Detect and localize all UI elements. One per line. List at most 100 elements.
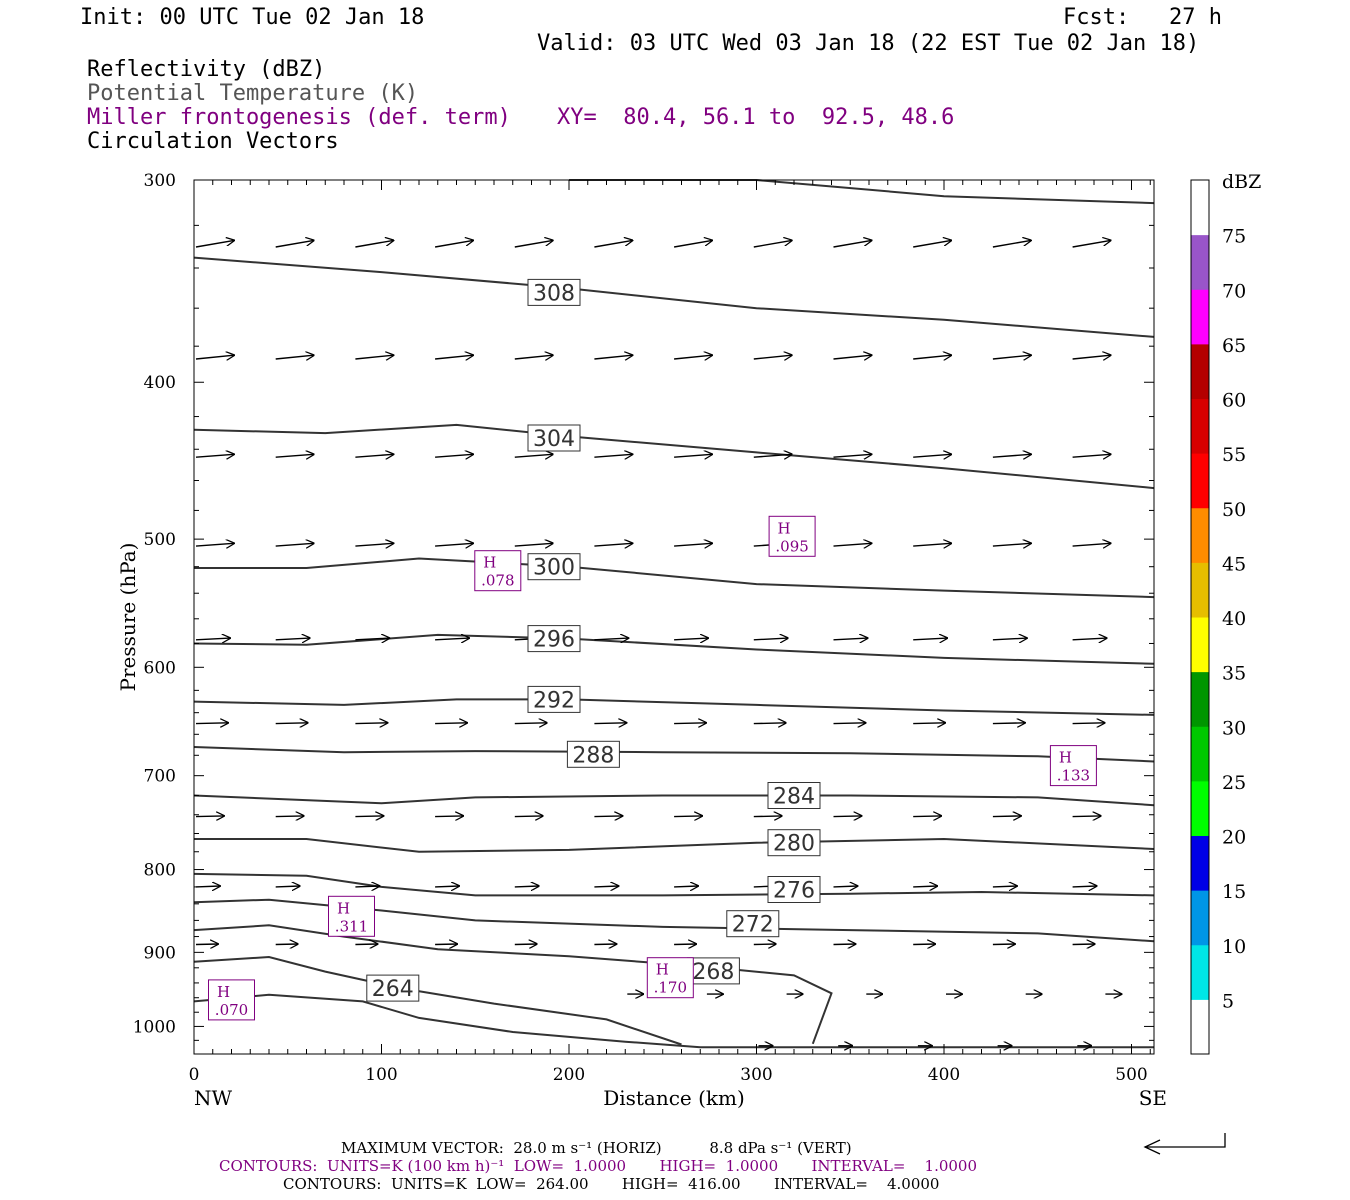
contour-label-box	[767, 829, 821, 857]
circulation-vector	[913, 240, 951, 248]
y-axis-label: Pressure (hPa)	[116, 543, 140, 692]
contour-label-box	[686, 957, 740, 985]
colorbar-level-label: 75	[1222, 226, 1246, 248]
circulation-vector	[913, 355, 951, 359]
colorbar-level-label: 60	[1222, 390, 1246, 412]
frontogenesis-max-label: H	[778, 519, 791, 537]
theta-contour-264	[193, 955, 682, 1046]
theta-contour-276	[193, 872, 1155, 897]
circulation-vector	[674, 543, 712, 546]
circulation-vector	[355, 886, 379, 887]
circulation-vector	[1072, 944, 1095, 945]
max-vector-note: MAXIMUM VECTOR: 28.0 m s⁻¹ (HORIZ) 8.8 d…	[341, 1139, 852, 1157]
circulation-vector	[992, 886, 1017, 887]
circulation-vector	[355, 816, 383, 817]
circulation-vector	[195, 886, 220, 887]
colorbar-swatch	[1191, 507, 1209, 563]
circulation-vector	[833, 723, 866, 724]
contour-label-box	[767, 782, 821, 809]
circulation-vector	[1072, 543, 1111, 546]
circulation-vector	[514, 816, 543, 817]
y-tick-label: 500	[144, 530, 176, 550]
contour-label: 292	[533, 688, 575, 713]
colorbar-swatch	[1191, 726, 1209, 782]
circulation-vector	[514, 944, 537, 945]
frontogenesis-max-box	[768, 515, 816, 557]
field-frontogenesis: Miller frontogenesis (def. term)	[87, 105, 511, 130]
circulation-vector	[594, 886, 618, 887]
circulation-vector	[992, 816, 1021, 817]
circulation-vector	[1072, 723, 1105, 724]
circulation-vector	[195, 454, 234, 457]
circulation-vector	[594, 816, 622, 817]
circulation-vector	[992, 543, 1031, 546]
y-tick-label: 1000	[133, 1017, 176, 1037]
frontogenesis-max-value: .170	[654, 979, 687, 997]
circulation-vector	[594, 454, 632, 457]
circulation-vector	[594, 543, 632, 546]
circulation-vector	[674, 816, 702, 817]
y-tick-label: 400	[144, 373, 176, 393]
circulation-vector	[1072, 240, 1111, 248]
colorbar-swatch	[1191, 180, 1209, 236]
colorbar-swatch	[1191, 944, 1209, 1000]
theta-contour-unlabeled-13	[193, 993, 1154, 1049]
x-axis-label: Distance (km)	[603, 1086, 745, 1110]
circulation-vector	[992, 240, 1031, 248]
circulation-vector	[1072, 454, 1111, 457]
theta-contour-unlabeled-1	[569, 179, 1155, 205]
theta-contour-292	[193, 698, 1155, 716]
circulation-vector	[275, 240, 314, 248]
x-tick-label: 300	[740, 1065, 772, 1085]
circulation-vector	[833, 543, 872, 546]
colorbar-swatch	[1191, 562, 1209, 618]
contour-label: 296	[533, 628, 575, 653]
circulation-vector	[434, 240, 473, 248]
contour-label: 300	[533, 556, 575, 581]
circulation-vector	[992, 355, 1031, 359]
circulation-vector	[195, 944, 218, 945]
colorbar-swatch	[1191, 398, 1209, 454]
circulation-vector	[753, 240, 792, 248]
theta-contour-284	[193, 794, 1155, 807]
circulation-vector	[514, 240, 553, 248]
circulation-vector	[992, 638, 1027, 640]
contour-label-box	[527, 424, 581, 452]
circulation-vector	[1072, 816, 1101, 817]
frontogenesis-max-box	[208, 979, 255, 1021]
contours-theta-note: CONTOURS: UNITS=K LOW= 264.00 HIGH= 416.…	[283, 1175, 940, 1193]
circulation-vector	[833, 454, 872, 457]
colorbar-level-label: 30	[1222, 717, 1246, 739]
circulation-vector	[435, 886, 459, 887]
circulation-vector	[514, 886, 539, 887]
colorbar-level-label: 20	[1222, 827, 1246, 849]
colorbar-swatch	[1191, 780, 1209, 837]
colorbar-level-label: 5	[1222, 990, 1234, 1012]
frontogenesis-max-value: .095	[775, 537, 808, 555]
colorbar-level-label: 40	[1222, 608, 1246, 630]
x-tick-label: 200	[553, 1065, 585, 1085]
circulation-vector	[673, 240, 712, 248]
circulation-vector	[195, 355, 234, 359]
field-vectors: Circulation Vectors	[87, 129, 339, 154]
circulation-vector	[913, 944, 935, 945]
circulation-vector	[674, 355, 712, 359]
frontogenesis-max-label: H	[217, 983, 230, 1001]
reference-vector-icon	[1143, 1133, 1226, 1155]
x-tick-label: 400	[928, 1065, 960, 1085]
frontogenesis-max-box	[474, 550, 522, 592]
contours-frontogenesis-note: CONTOURS: UNITS=K (100 km h)⁻¹ LOW= 1.00…	[219, 1157, 978, 1175]
x-tick-label: 100	[365, 1065, 397, 1085]
circulation-vector	[594, 638, 628, 640]
colorbar-swatch	[1191, 890, 1209, 946]
circulation-vector	[514, 454, 553, 457]
colorbar-level-label: 45	[1222, 553, 1246, 575]
circulation-vector	[753, 816, 782, 817]
colorbar-title: dBZ	[1222, 171, 1261, 193]
frontogenesis-max-label: H	[483, 554, 496, 572]
contour-label: 284	[773, 785, 815, 810]
theta-contour-308	[193, 256, 1155, 338]
circulation-vector	[594, 723, 626, 724]
circulation-vector	[435, 816, 463, 817]
